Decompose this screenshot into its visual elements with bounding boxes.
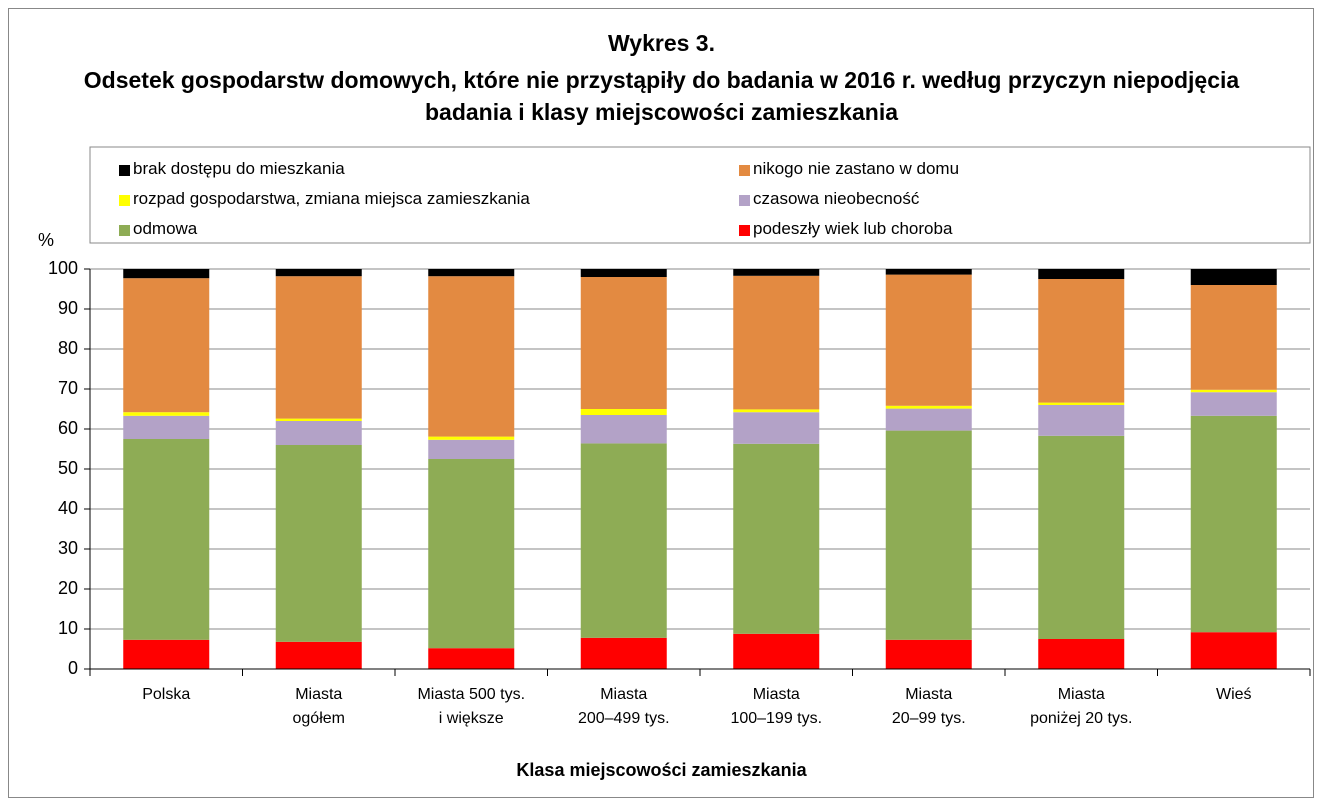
bar-segment — [123, 269, 210, 279]
x-tick-label: Miasta 20–99 tys. — [891, 686, 966, 727]
legend-label: nikogo nie zastano w domu — [753, 159, 960, 178]
bar-segment — [1038, 639, 1125, 669]
bar-segment — [885, 269, 972, 275]
bar-segment — [885, 430, 972, 640]
bar-segment — [1190, 389, 1277, 393]
x-tick-label: Wieś — [1215, 686, 1252, 703]
legend-label: podeszły wiek lub choroba — [753, 219, 953, 238]
bar-segment — [1190, 285, 1277, 390]
bar-segment — [275, 641, 362, 669]
bar-segment — [1190, 415, 1277, 633]
y-tick-label: 90 — [58, 298, 78, 318]
bar-segment — [1190, 269, 1277, 285]
bar-segment — [580, 415, 667, 444]
bar-segment — [885, 408, 972, 431]
y-tick-label: 20 — [58, 578, 78, 598]
bar-segment — [885, 274, 972, 406]
bar-segment — [123, 278, 210, 413]
y-tick-label: 40 — [58, 498, 78, 518]
y-tick-label: 100 — [48, 258, 78, 278]
bar-segment — [1038, 402, 1125, 405]
bar-segment — [275, 418, 362, 421]
y-tick-label: 10 — [58, 618, 78, 638]
bar-segment — [580, 409, 667, 415]
legend-label: czasowa nieobecność — [753, 189, 920, 208]
legend-swatch — [119, 225, 130, 236]
bar-segment — [1038, 269, 1125, 279]
bar-segment — [123, 639, 210, 669]
bar-segment — [1190, 392, 1277, 416]
bar-segment — [123, 415, 210, 439]
bar-segment — [428, 459, 515, 649]
legend-label: brak dostępu do mieszkania — [133, 159, 345, 178]
bar-segment — [275, 276, 362, 419]
bar-segment — [275, 445, 362, 642]
bar-segment — [1038, 435, 1125, 639]
legend-label: odmowa — [133, 219, 198, 238]
legend-swatch — [739, 225, 750, 236]
bar-segment — [580, 269, 667, 277]
legend-swatch — [119, 195, 130, 206]
x-axis-label: Klasa miejscowości zamieszkania — [516, 760, 807, 780]
y-tick-label: 50 — [58, 458, 78, 478]
bar-segment — [1038, 405, 1125, 436]
bar-segment — [580, 443, 667, 638]
bar-segment — [885, 405, 972, 409]
bar-segment — [428, 269, 515, 277]
bar-segment — [428, 648, 515, 669]
bar-segment — [428, 436, 515, 440]
bar-segment — [275, 421, 362, 445]
bar-segment — [733, 443, 820, 634]
bar-segment — [1190, 632, 1277, 669]
x-tick-label: Miasta ogółem — [292, 686, 345, 727]
legend-swatch — [119, 165, 130, 176]
bar-segment — [733, 412, 820, 444]
y-tick-label: 60 — [58, 418, 78, 438]
y-tick-label: 80 — [58, 338, 78, 358]
bar-segment — [123, 412, 210, 416]
bar-segment — [733, 409, 820, 413]
x-tick-label: Miasta 100–199 tys. — [730, 686, 823, 727]
bar-segment — [733, 269, 820, 276]
bar-segment — [733, 633, 820, 669]
y-tick-label: 0 — [68, 658, 78, 678]
x-tick-label: Miasta 200–499 tys. — [577, 686, 670, 727]
chart-subtitle: Odsetek gospodarstw domowych, które nie … — [83, 67, 1240, 125]
bar-segment — [885, 639, 972, 669]
legend-box — [89, 146, 1311, 244]
x-tick-label: Polska — [142, 686, 191, 703]
y-tick-label: 70 — [58, 378, 78, 398]
y-tick-label: 30 — [58, 538, 78, 558]
bar-segment — [580, 277, 667, 409]
y-axis-label: % — [38, 230, 55, 250]
bar-segment — [733, 275, 820, 410]
bar-segment — [123, 439, 210, 640]
bar-segment — [275, 269, 362, 277]
x-tick-label: Miasta poniżej 20 tys. — [1030, 686, 1133, 727]
legend-swatch — [739, 165, 750, 176]
legend-swatch — [739, 195, 750, 206]
legend-label: rozpad gospodarstwa, zmiana miejsca zami… — [133, 189, 530, 208]
bar-segment — [580, 637, 667, 669]
chart-title: Wykres 3. — [608, 30, 715, 56]
bar-segment — [428, 439, 515, 459]
bar-segment — [1038, 279, 1125, 403]
x-tick-label: Miasta 500 tys. i większe — [417, 686, 526, 727]
bar-segment — [428, 276, 515, 437]
